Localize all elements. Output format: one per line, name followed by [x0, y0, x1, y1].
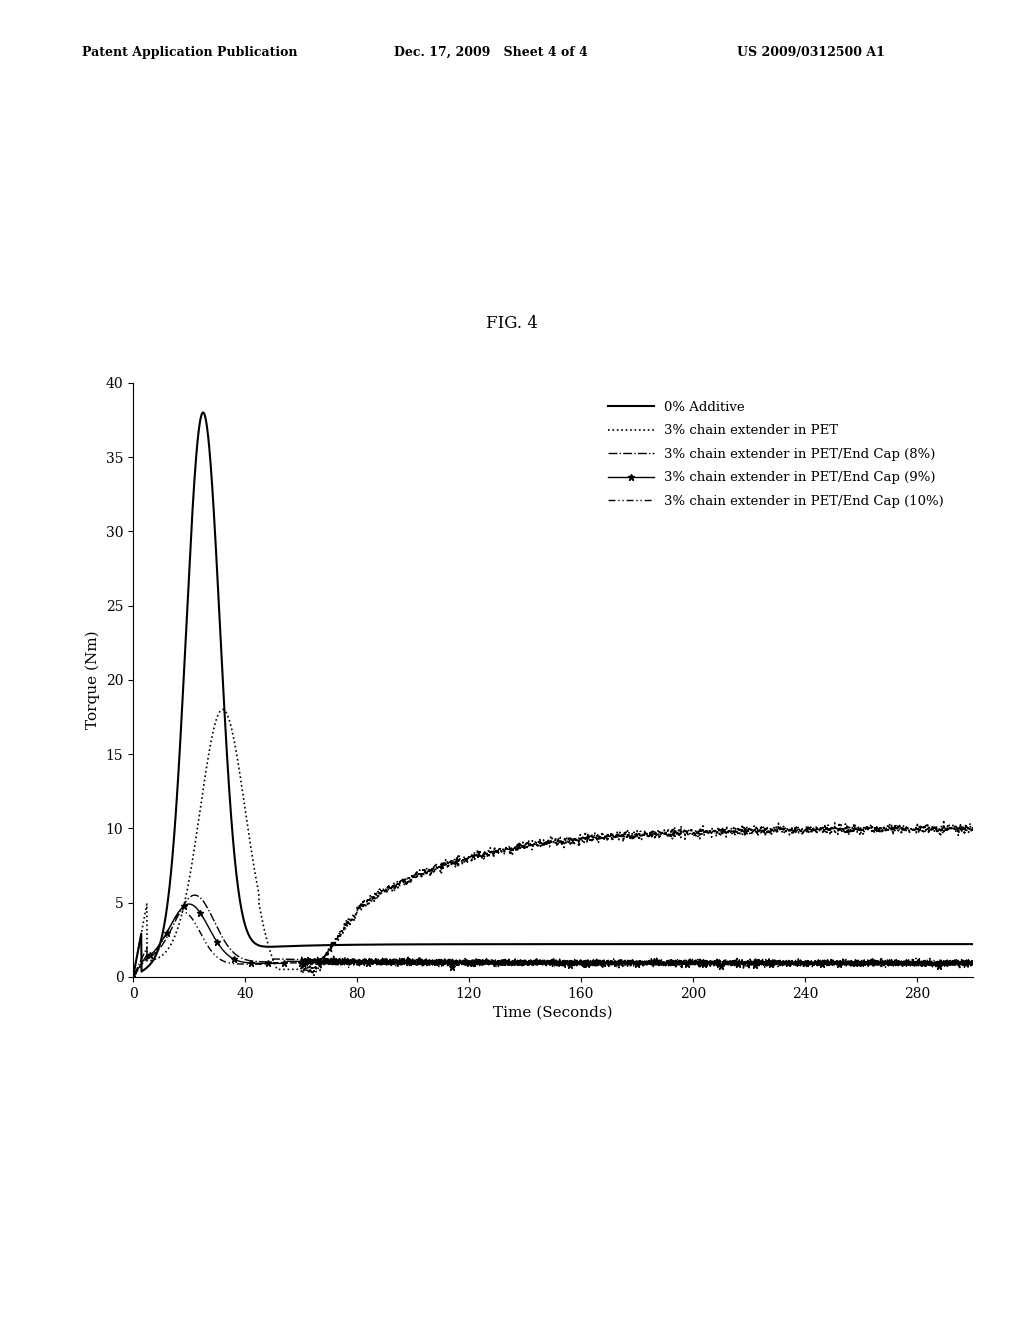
3% chain extender in PET/End Cap (9%) — [950, 953, 963, 969]
3% chain extender in PET/End Cap (9%) — [485, 953, 498, 969]
Text: FIG. 4: FIG. 4 — [486, 315, 538, 331]
Text: Patent Application Publication: Patent Application Publication — [82, 46, 297, 59]
3% chain extender in PET — [223, 711, 236, 727]
3% chain extender in PET/End Cap (10%) — [272, 954, 285, 970]
0% Additive — [272, 939, 285, 954]
3% chain extender in PET/End Cap (10%) — [450, 957, 462, 973]
3% chain extender in PET/End Cap (8%) — [127, 966, 139, 982]
X-axis label: Time (Seconds): Time (Seconds) — [494, 1006, 612, 1020]
3% chain extender in PET/End Cap (9%) — [183, 896, 196, 912]
3% chain extender in PET/End Cap (9%) — [860, 954, 872, 970]
3% chain extender in PET/End Cap (8%) — [450, 952, 462, 968]
3% chain extender in PET/End Cap (8%) — [188, 887, 201, 903]
Legend: 0% Additive, 3% chain extender in PET, 3% chain extender in PET/End Cap (8%), 3%: 0% Additive, 3% chain extender in PET, 3… — [602, 395, 949, 513]
3% chain extender in PET/End Cap (10%) — [127, 966, 139, 982]
3% chain extender in PET/End Cap (10%) — [485, 956, 498, 972]
Line: 3% chain extender in PET: 3% chain extender in PET — [133, 710, 973, 975]
Text: US 2009/0312500 A1: US 2009/0312500 A1 — [737, 46, 885, 59]
3% chain extender in PET/End Cap (8%) — [860, 953, 872, 969]
3% chain extender in PET — [216, 702, 228, 718]
3% chain extender in PET — [860, 818, 872, 834]
3% chain extender in PET/End Cap (10%) — [177, 904, 189, 920]
0% Additive — [450, 936, 462, 952]
0% Additive — [127, 965, 139, 981]
3% chain extender in PET — [272, 961, 285, 977]
3% chain extender in PET/End Cap (9%) — [450, 954, 462, 970]
3% chain extender in PET/End Cap (8%) — [950, 953, 963, 969]
3% chain extender in PET/End Cap (10%) — [223, 954, 236, 970]
0% Additive — [967, 936, 979, 952]
3% chain extender in PET/End Cap (10%) — [860, 956, 872, 972]
3% chain extender in PET — [967, 821, 979, 837]
3% chain extender in PET — [308, 968, 321, 983]
Y-axis label: Torque (Nm): Torque (Nm) — [86, 631, 100, 729]
0% Additive — [485, 936, 498, 952]
3% chain extender in PET/End Cap (9%) — [967, 954, 979, 970]
0% Additive — [223, 781, 236, 797]
3% chain extender in PET/End Cap (9%) — [223, 948, 236, 964]
0% Additive — [197, 405, 209, 421]
Line: 3% chain extender in PET/End Cap (9%): 3% chain extender in PET/End Cap (9%) — [130, 900, 976, 977]
3% chain extender in PET/End Cap (8%) — [485, 956, 498, 972]
3% chain extender in PET/End Cap (10%) — [967, 957, 979, 973]
3% chain extender in PET/End Cap (8%) — [272, 952, 285, 968]
3% chain extender in PET — [450, 855, 462, 871]
Text: Dec. 17, 2009   Sheet 4 of 4: Dec. 17, 2009 Sheet 4 of 4 — [394, 46, 588, 59]
3% chain extender in PET/End Cap (9%) — [127, 966, 139, 982]
3% chain extender in PET — [127, 961, 139, 977]
Line: 3% chain extender in PET/End Cap (8%): 3% chain extender in PET/End Cap (8%) — [133, 895, 973, 974]
3% chain extender in PET/End Cap (10%) — [950, 956, 963, 972]
3% chain extender in PET — [950, 820, 963, 836]
Line: 0% Additive: 0% Additive — [133, 413, 973, 973]
3% chain extender in PET — [486, 843, 499, 859]
3% chain extender in PET/End Cap (8%) — [223, 940, 236, 956]
0% Additive — [860, 936, 872, 952]
0% Additive — [950, 936, 963, 952]
3% chain extender in PET/End Cap (9%) — [272, 956, 285, 972]
3% chain extender in PET/End Cap (8%) — [967, 956, 979, 972]
Line: 3% chain extender in PET/End Cap (10%): 3% chain extender in PET/End Cap (10%) — [133, 912, 973, 974]
